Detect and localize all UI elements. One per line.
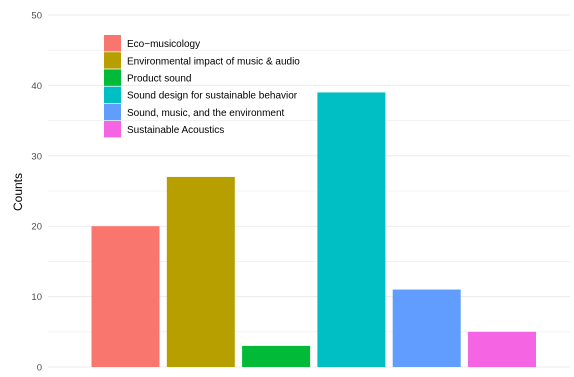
- y-tick-label: 0: [37, 363, 42, 373]
- y-tick-label: 10: [31, 292, 42, 303]
- legend-key: [104, 103, 121, 121]
- bar: [91, 226, 160, 367]
- y-tick-label: 40: [31, 81, 42, 92]
- y-tick-label: 50: [31, 11, 42, 22]
- bars: [91, 92, 536, 367]
- legend: Eco−musicology Environmental impact of mu…: [104, 35, 300, 138]
- legend-label: Sound design for sustainable behavior: [127, 91, 298, 102]
- bar: [166, 176, 235, 367]
- legend-label: Sound, music, and the environment: [127, 108, 285, 119]
- bar: [392, 289, 461, 367]
- legend-key: [104, 69, 121, 86]
- bar: [468, 331, 536, 367]
- legend-label: Sustainable Acoustics: [127, 125, 224, 136]
- legend-label: Eco−musicology: [127, 39, 200, 50]
- y-tick-label: 30: [31, 151, 42, 162]
- legend-label: Environmental impact of music & audio: [127, 56, 300, 67]
- legend-key: [104, 121, 121, 138]
- y-axis-tick-labels: 0 10 20 30 40 50: [31, 11, 42, 374]
- bar: [242, 345, 311, 367]
- legend-key: [104, 52, 121, 69]
- legend-key: [104, 86, 121, 103]
- legend-label: Product sound: [127, 74, 192, 85]
- y-axis-label: Counts: [11, 173, 25, 211]
- y-tick-label: 20: [31, 222, 42, 233]
- legend-key: [104, 35, 121, 52]
- bar: [317, 92, 386, 367]
